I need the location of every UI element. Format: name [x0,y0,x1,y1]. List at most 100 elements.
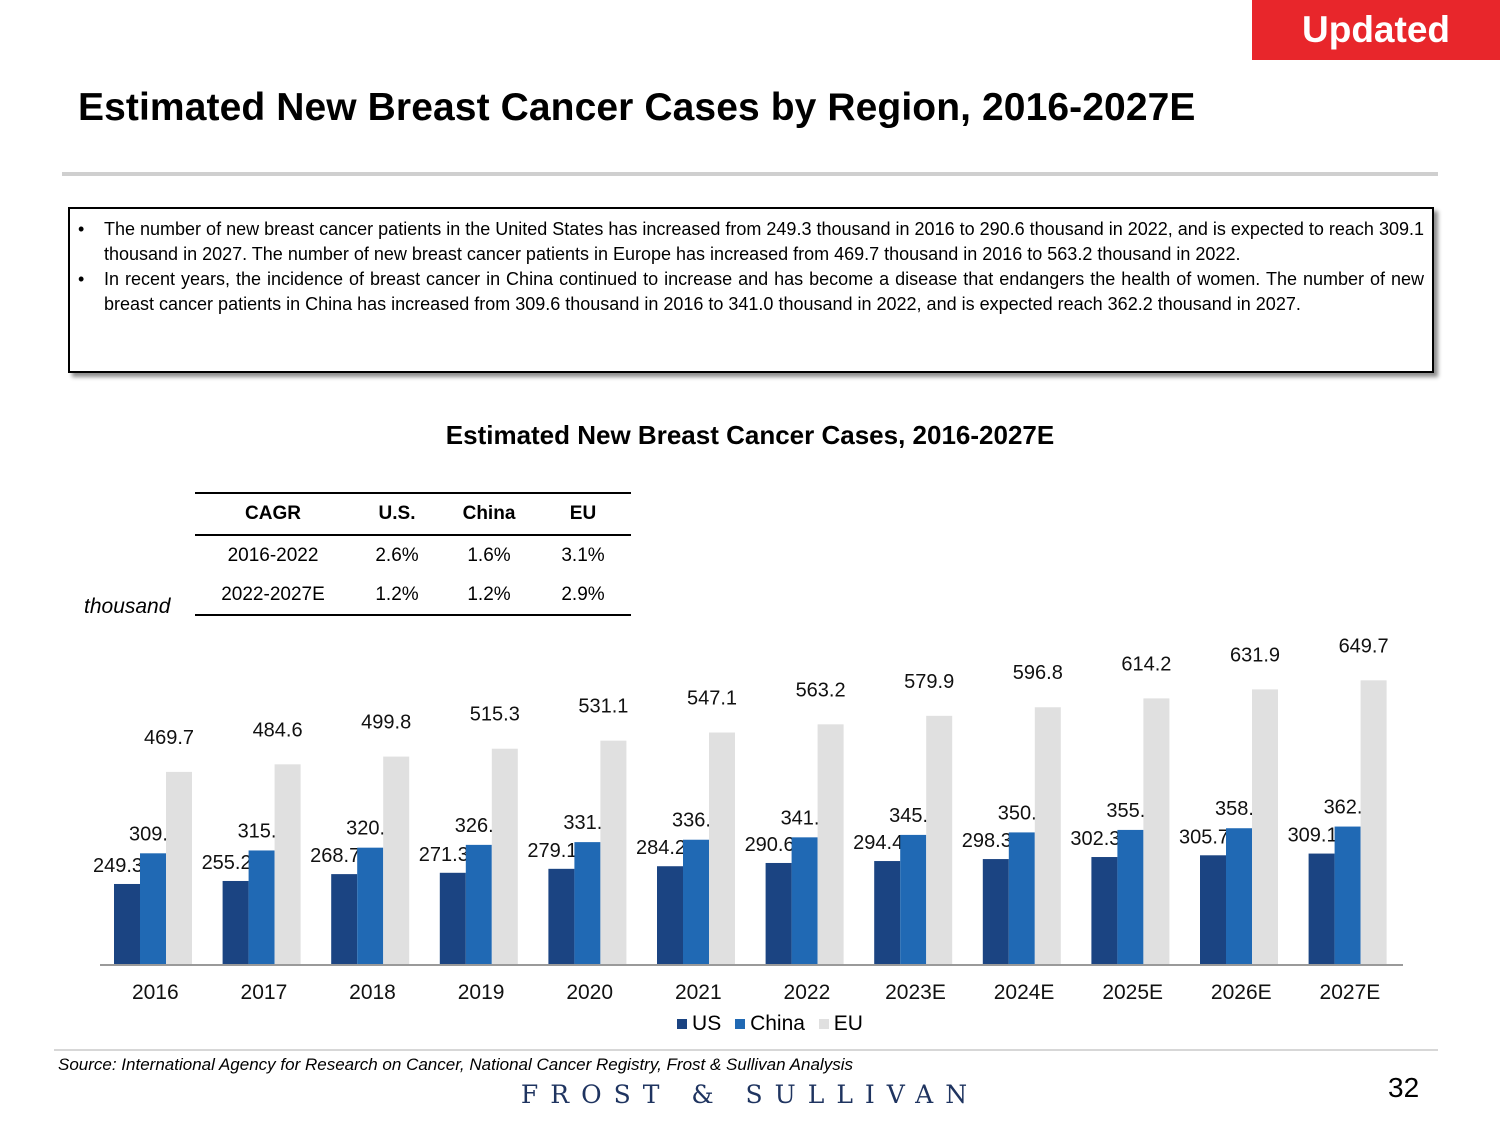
x-tick-label: 2018 [349,981,396,1004]
bar-eu [383,756,410,965]
data-label-eu: 563.2 [796,679,846,701]
x-tick-label: 2024E [994,981,1055,1004]
cagr-cell: 3.1% [561,544,605,566]
bar-us [114,883,140,965]
data-label-us: 271.3 [419,844,469,866]
bar-us [222,880,249,965]
bar-china [791,837,818,965]
legend-swatch-eu [818,1019,829,1029]
bar-china [574,842,601,965]
data-label-eu: 596.8 [1013,662,1063,684]
bar-eu [491,748,518,965]
cagr-cell: 2022-2027E [221,583,325,605]
bar-china [465,844,492,965]
legend-item-us: US [677,1012,721,1036]
data-label-eu: 515.3 [470,704,520,726]
cagr-row: 2016-2022 2.6% 1.6% 3.1% [195,535,631,575]
data-label-us: 284.2 [636,837,686,859]
x-tick-label: 2026E [1211,981,1272,1004]
data-label-eu: 469.7 [144,727,194,749]
x-tick-label: 2019 [458,981,505,1004]
bar-us [1200,855,1226,965]
cagr-cell: 1.2% [467,583,511,605]
data-label-eu: 579.9 [904,671,954,693]
summary-box: The number of new breast cancer patients… [68,207,1434,373]
data-label-us: 279.1 [527,840,577,862]
data-label-eu: 614.2 [1121,653,1171,675]
footer-divider [54,1049,1438,1051]
legend-label-us: US [692,1012,722,1035]
cagr-cell: 2016-2022 [227,544,319,566]
chart-title: Estimated New Breast Cancer Cases, 2016-… [445,420,1055,450]
title-divider [62,172,1438,176]
data-label-us: 290.6 [745,834,795,856]
data-label-us: 305.7 [1179,826,1229,848]
bar-us [657,866,683,965]
bar-eu [1143,698,1170,965]
bar-china [1226,828,1252,965]
bar-eu [926,715,953,965]
bar-china [900,834,927,965]
source-note: Source: International Agency for Researc… [58,1055,853,1074]
bar-eu [709,732,735,965]
cagr-cell: 2.9% [561,583,605,605]
data-label-eu: 531.1 [578,696,628,718]
x-tick-label: 2017 [241,981,288,1004]
cagr-header-period: CAGR [195,493,351,536]
chart-legend: US China EU [0,1011,1500,1036]
bar-china [683,839,709,965]
data-label-eu: 547.1 [687,688,737,710]
bar-us [1091,857,1118,965]
legend-item-china: China [735,1012,805,1036]
cagr-cell: 2.6% [375,544,419,566]
summary-bullet-china: In recent years, the incidence of breast… [78,267,1424,317]
data-label-us: 294.4 [853,832,903,854]
page-title: Estimated New Breast Cancer Cases by Reg… [78,86,1196,129]
summary-list: The number of new breast cancer patients… [70,209,1432,317]
cagr-row: 2022-2027E 1.2% 1.2% 2.9% [195,575,631,615]
cagr-cell: 1.6% [467,544,511,566]
x-tick-label: 2025E [1102,981,1163,1004]
data-label-eu: 649.7 [1339,635,1389,657]
bar-us [548,868,575,965]
bar-china [1334,826,1361,965]
legend-swatch-us [677,1019,688,1029]
bar-us [982,859,1009,965]
updated-badge: Updated [1252,0,1500,60]
cagr-cell: 1.2% [375,583,419,605]
x-tick-label: 2021 [675,981,722,1004]
bar-china [140,853,166,965]
bar-eu [1252,689,1278,965]
bar-china [248,850,275,965]
legend-label-china: China [750,1012,805,1035]
cagr-header-us: U.S. [351,493,443,536]
legend-swatch-china [735,1019,746,1029]
cagr-header-eu: EU [535,493,631,536]
y-unit-label: thousand [84,595,171,618]
bar-eu [817,724,844,965]
data-label-eu: 484.6 [253,719,303,741]
cagr-header-row: CAGR U.S. China EU [195,493,631,536]
page-number: 32 [1388,1072,1420,1103]
bar-china [1008,832,1035,965]
bar-us [1308,853,1335,965]
bar-eu [166,771,192,965]
frost-sullivan-logo: FROST & SULLIVAN [520,1080,980,1109]
x-tick-label: 2020 [566,981,613,1004]
bar-us [765,862,792,965]
data-label-us: 255.2 [202,852,252,874]
cagr-header-china: China [443,493,535,536]
data-label-us: 298.3 [962,830,1012,852]
x-tick-label: 2022 [784,981,831,1004]
bar-us [331,874,358,965]
summary-bullet-us-eu: The number of new breast cancer patients… [78,217,1424,267]
bar-eu [274,764,301,965]
data-label-us: 302.3 [1070,828,1120,850]
x-tick-label: 2027E [1320,981,1381,1004]
x-tick-label: 2023E [885,981,946,1004]
bar-china [1117,829,1144,965]
bar-eu [600,740,627,965]
bar-us [874,861,901,965]
data-label-us: 249.3 [93,855,143,877]
